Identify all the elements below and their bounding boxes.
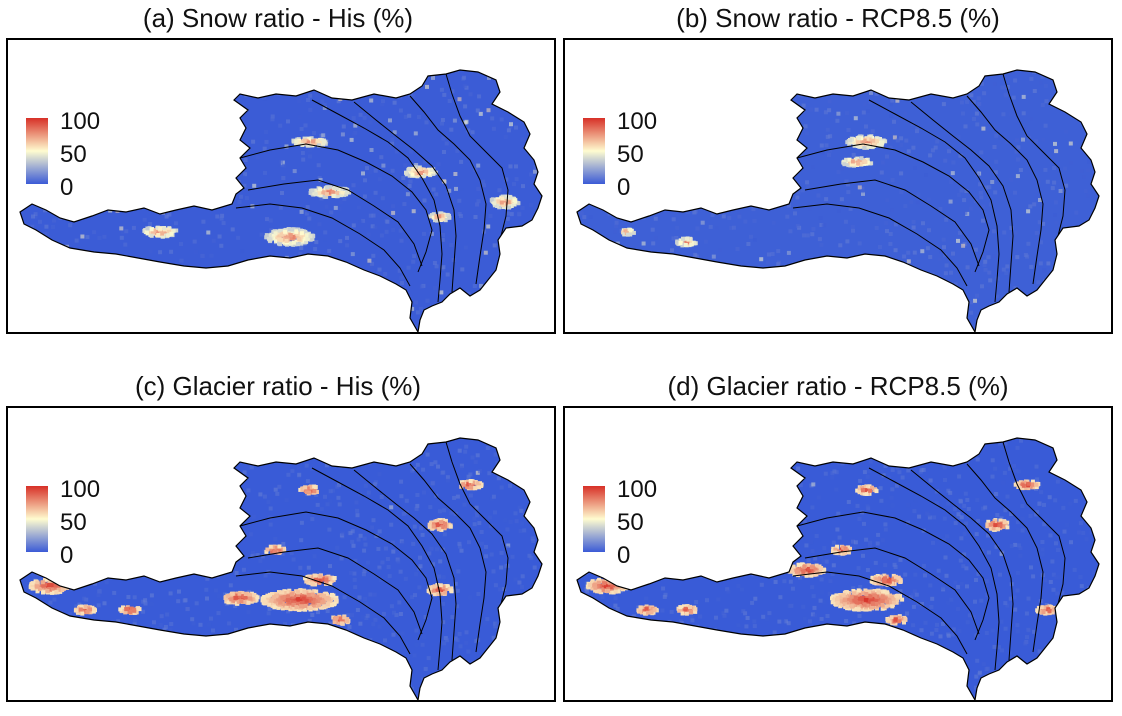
- legend-mid-a: 50: [60, 141, 87, 168]
- legend-max-c: 100: [60, 476, 101, 503]
- colorbar-legend-a: 100 50 0: [22, 110, 132, 204]
- legend-mid-b: 50: [617, 141, 644, 168]
- colorbar-a: [26, 118, 48, 184]
- basin-map-c: [19, 437, 543, 700]
- colorbar-legend-d: 100 50 0: [579, 478, 689, 572]
- map-panel-b: 100 50 0: [563, 38, 1113, 334]
- panel-b-title: (b) Snow ratio - RCP8.5 (%): [676, 3, 1000, 33]
- colorbar-legend-c: 100 50 0: [22, 478, 132, 572]
- legend-min-a: 0: [60, 174, 74, 201]
- basin-map-b: [576, 69, 1100, 332]
- legend-min-c: 0: [60, 542, 74, 569]
- colorbar-b: [583, 118, 605, 184]
- colorbar-legend-b: 100 50 0: [579, 110, 689, 204]
- panel-c-title: (c) Glacier ratio - His (%): [134, 371, 421, 401]
- map-panel-a: 100 50 0: [6, 38, 556, 334]
- legend-mid-c: 50: [60, 509, 87, 536]
- map-panel-d: 100 50 0: [563, 406, 1113, 702]
- legend-mid-d: 50: [617, 509, 644, 536]
- legend-min-b: 0: [617, 174, 631, 201]
- colorbar-d: [583, 486, 605, 552]
- legend-max-a: 100: [60, 108, 101, 135]
- panel-d-title: (d) Glacier ratio - RCP8.5 (%): [667, 371, 1009, 401]
- legend-max-b: 100: [617, 108, 658, 135]
- legend-max-d: 100: [617, 476, 658, 503]
- colorbar-c: [26, 486, 48, 552]
- panel-a-title: (a) Snow ratio - His (%): [142, 3, 414, 33]
- legend-min-d: 0: [617, 542, 631, 569]
- basin-map-d: [576, 437, 1100, 700]
- basin-map-a: [19, 69, 543, 332]
- map-panel-c: 100 50 0: [6, 406, 556, 702]
